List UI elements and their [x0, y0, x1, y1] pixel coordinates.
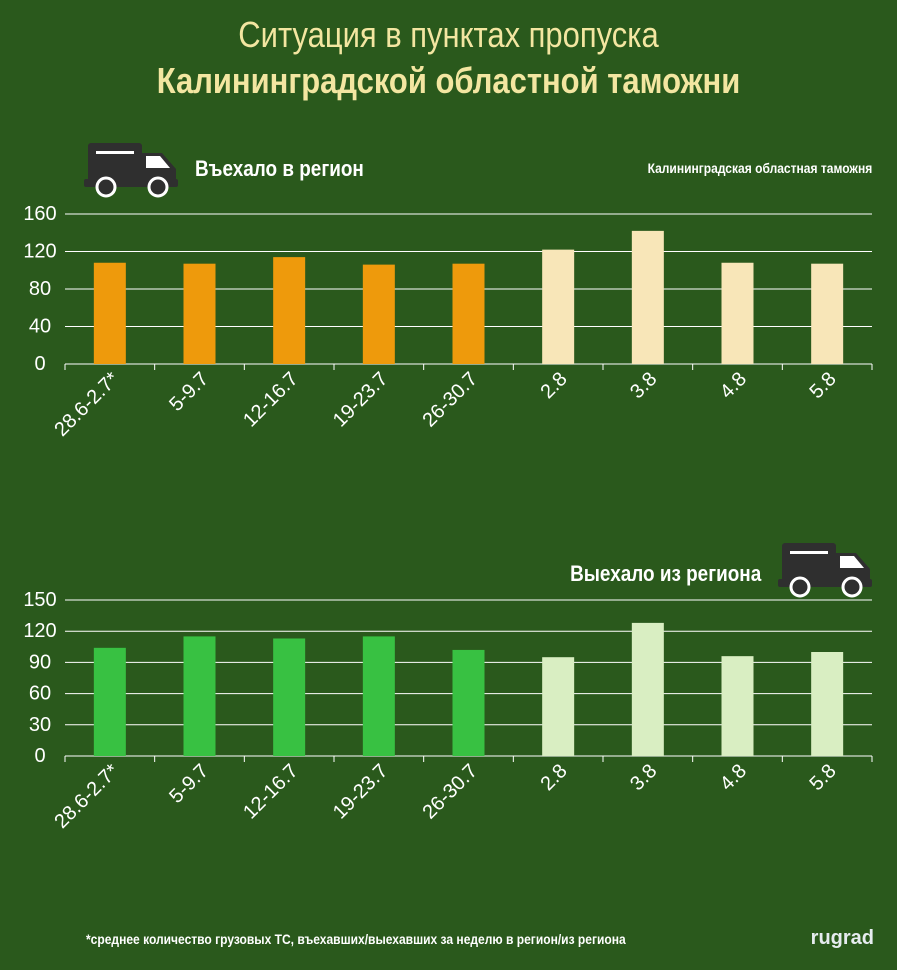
in-bar [93, 262, 126, 364]
in-ytick-label: 120 [23, 241, 56, 263]
out-category-label: 19-23.7 [329, 760, 393, 824]
in-bar [631, 230, 664, 364]
in-bar [811, 263, 844, 364]
out-ytick-label: 60 [29, 683, 51, 705]
out-category-label: 4.8 [716, 760, 751, 795]
out-bar [273, 638, 306, 756]
out-bar [93, 647, 126, 756]
brand-logo: rugrad [810, 927, 874, 949]
source-label: Калининградская областная таможня [647, 160, 872, 176]
out-category-label: 12-16.7 [239, 760, 303, 824]
out-bar [721, 656, 754, 756]
out-ytick-label: 90 [29, 651, 51, 673]
out-ytick-label: 30 [29, 714, 51, 736]
out-category-label: 28.6-2.7* [50, 760, 123, 833]
in-bar [362, 264, 395, 364]
page-title: Ситуация в пунктах пропуска [238, 14, 659, 55]
out-bar [631, 622, 664, 756]
in-ytick-label: 0 [34, 353, 45, 375]
out-category-label: 3.8 [626, 760, 661, 795]
out-ytick-label: 0 [34, 745, 45, 767]
out-category-label: 26-30.7 [419, 760, 483, 824]
out-category-label: 2.8 [536, 760, 571, 795]
in-bar [542, 249, 575, 364]
chart-out-title: Выехало из региона [569, 561, 761, 586]
out-bar [452, 649, 485, 756]
out-bar [542, 657, 575, 756]
in-bar [721, 262, 754, 364]
in-bar [183, 263, 216, 364]
chart-outbound: 0 30 60 90 120 150 28.6-2.7* 5-9.7 12-16.7 19-23.… [23, 589, 873, 833]
in-ytick-label: 160 [23, 203, 56, 225]
out-bar [183, 636, 216, 756]
out-ytick-label: 120 [23, 620, 56, 642]
out-bar [362, 636, 395, 756]
footnote: *среднее количество грузовых ТС, въехавш… [86, 931, 626, 947]
out-category-label: 5.8 [805, 760, 840, 795]
in-bar [452, 263, 485, 364]
chart-in-title: Въехало в регион [195, 156, 364, 181]
page-subtitle: Калининградской областной таможни [156, 60, 741, 101]
out-bar [811, 652, 844, 756]
in-bar [273, 257, 306, 364]
truck-icon [778, 543, 872, 598]
in-ytick-label: 40 [29, 316, 51, 338]
out-ytick-label: 150 [23, 589, 56, 611]
truck-icon [84, 143, 178, 198]
out-category-label: 5-9.7 [165, 760, 213, 808]
in-ytick-label: 80 [29, 278, 51, 300]
